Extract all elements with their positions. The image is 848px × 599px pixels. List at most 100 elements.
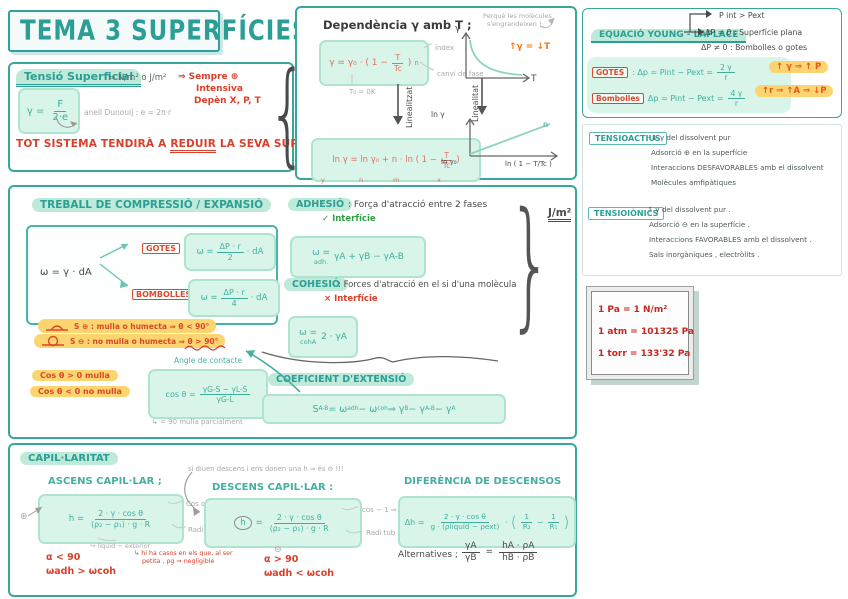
tensioactius-line-4: Molècules amfipàtiques bbox=[651, 178, 736, 187]
frac-num: ΔP · r bbox=[220, 288, 248, 299]
ascens-small-note-2: petita , ρg ⇒ negligible bbox=[142, 558, 215, 565]
fraction: 2 · γ · cos θ g · (ρlíquid − ρext) bbox=[428, 512, 503, 532]
paren-open: ( bbox=[510, 513, 517, 531]
formula-part: ⇒ γ bbox=[387, 403, 405, 415]
formula-subscript: adh. bbox=[313, 257, 329, 266]
linearized-formula: ln γ = ln γ₀ + n · ln ( 1 − T Tc ) bbox=[311, 138, 481, 182]
formula-part: − γ bbox=[434, 403, 452, 415]
formula-subscript: cohA bbox=[300, 337, 317, 346]
equals-sign: = bbox=[485, 547, 494, 558]
tensioactius-label: TENSIOACTIUS bbox=[589, 132, 667, 145]
formula-lhs: ω = bbox=[312, 247, 331, 258]
formula-exponent: n bbox=[414, 59, 419, 67]
cos-positive-label: Cos θ > 0 mulla bbox=[32, 370, 118, 381]
graph2-ylabel: ln γ bbox=[431, 110, 445, 119]
unit-line-3: 1 torr = 133'32 Pa bbox=[598, 349, 691, 359]
graph1-note-line2: s'engrandeixen ! bbox=[487, 20, 542, 28]
frac-den: g · (ρlíquid − ρext) bbox=[430, 521, 500, 531]
descens-radi-note: Radi tub bbox=[366, 529, 396, 537]
cos-negative-label: Cos θ < 0 no mulla bbox=[30, 386, 130, 397]
formula-lhs: γ = bbox=[26, 105, 45, 117]
gotes-label: GOTES bbox=[142, 243, 181, 254]
frac-den: hB · ρB bbox=[502, 552, 535, 563]
bombolles-row: Bombolles Δp = Pint − Pext = 4 γ r bbox=[592, 89, 786, 108]
frac-den: R₁ bbox=[549, 521, 558, 531]
formula-subscript: A bbox=[451, 406, 456, 412]
dependencia-heading: Dependència γ amb T ; bbox=[323, 18, 472, 32]
omega-with-sub: ω = cohA bbox=[299, 328, 317, 346]
fraction: ΔP · r 4 bbox=[220, 288, 248, 308]
frac-num: 2 γ bbox=[717, 63, 735, 73]
diferencia-formula: Δh = 2 · γ · cos θ g · (ρlíquid − ρext) … bbox=[398, 496, 576, 548]
young-note-3: ΔP ≠ 0 : Bombolles o gotes bbox=[701, 43, 808, 52]
frac-den: 2·e bbox=[52, 111, 69, 123]
formula-part: − γ bbox=[408, 403, 426, 415]
frac-num: 1 bbox=[521, 512, 533, 523]
ascens-small-note-1: ↳ hi ha casos en els que, al ser bbox=[134, 550, 233, 557]
formula-subscript: adh bbox=[347, 406, 359, 412]
frac-den: (ρ₂ − ρ₁) · g · R bbox=[91, 519, 151, 529]
tensio-heading: Tensió Superficial bbox=[16, 69, 142, 87]
note-t0: T₀ = 0K bbox=[349, 88, 376, 96]
cohesio-interficie: × Interfície bbox=[324, 294, 378, 304]
formula-suffix: · dA bbox=[250, 293, 268, 303]
graph1-ylabel: γ bbox=[455, 24, 461, 34]
formula-suffix: · dA bbox=[246, 247, 264, 257]
young-heading: EQUACIÓ YOUNG - LAPLACE bbox=[591, 29, 747, 43]
units-box: 1 Pa = 1 N/m² 1 atm = 101325 Pa 1 torr =… bbox=[586, 286, 694, 380]
tensio-prop-2: Intensiva bbox=[196, 84, 243, 94]
dependencia-formula: γ = γ₀ · ( 1 − T Tc ) n bbox=[319, 40, 429, 86]
adhesio-desc: : Força d'atracció entre 2 fases bbox=[348, 200, 488, 210]
omega-with-sub: ω = adh. bbox=[312, 247, 331, 266]
frac-den: R₂ bbox=[522, 521, 531, 531]
formula-subscript: coh bbox=[377, 406, 388, 412]
formula-lhs: ω = bbox=[196, 247, 214, 257]
formula-pre: γ = γ₀ · ( 1 − bbox=[329, 58, 388, 68]
wetting-row-1: S ⊕ : mulla o humecta ⇒ θ < 90° bbox=[38, 319, 217, 333]
bombolles-label: BOMBOLLES bbox=[132, 289, 196, 300]
tensioactius-line-3: Interaccions DESFAVORABLES amb el dissol… bbox=[651, 163, 824, 172]
brace-left-glyph: { bbox=[268, 49, 308, 179]
page-title: TEMA 3 SUPERFÍCIES bbox=[20, 15, 310, 47]
formula-post: ) bbox=[456, 155, 460, 165]
tensioactius-box: TENSIOACTIUS · ↓ γ del dissolvent pur Ad… bbox=[582, 124, 842, 276]
cohesio-desc: : Forces d'atracció en el si d'una molèc… bbox=[338, 280, 517, 290]
treball-inner-box: ω = γ · dA GOTES ω = ΔP · r 2 · dA BOMBO… bbox=[26, 225, 280, 325]
frac-den: γB bbox=[465, 552, 477, 563]
tensioionics-line-4: Sals inorgàniques , electròlits . bbox=[649, 250, 760, 259]
ascens-heading: ASCENS CAPIL·LAR ; bbox=[48, 476, 162, 487]
formula-rhs: 2 · γA bbox=[321, 332, 347, 342]
bombolles-equation: Δp = Pint − Pext = bbox=[647, 93, 724, 103]
fraction: 2 · γ · cos θ (ρ₂ − ρ₁) · g · R bbox=[88, 509, 153, 529]
underbrace-label-y: y bbox=[321, 176, 325, 184]
fraction: γA γB bbox=[462, 541, 480, 564]
young-equation-cos: cos θ = γG-S − γL-S γG-L bbox=[148, 369, 268, 419]
descens-cos-note: cos − 1 ⇒ en Hg bbox=[362, 506, 420, 514]
bombolles-work-formula: ω = ΔP · r 4 · dA bbox=[188, 279, 280, 317]
treball-base-formula: ω = γ · dA bbox=[40, 267, 92, 278]
frac-num: 2 · γ · cos θ bbox=[95, 509, 147, 520]
fraction: T Tc bbox=[440, 151, 453, 170]
dependencia-box: Dependència γ amb T ; γ = γ₀ · ( 1 − T T… bbox=[295, 6, 577, 184]
nonwetting-row: S ⊖ : no mulla o humecta ⇒ θ > 90° bbox=[34, 334, 226, 348]
ascens-plus-sign: ⊕ bbox=[20, 512, 28, 522]
fraction: ΔP · r 2 bbox=[216, 242, 244, 262]
young-note-1: P int > Pext bbox=[719, 11, 765, 20]
underbrace-label-n: n bbox=[359, 176, 364, 184]
nonwetting-row-text: S ⊖ : no mulla o humecta ⇒ θ > 90° bbox=[70, 336, 219, 346]
adhesio-formula: ω = adh. γA + γB − γA-B bbox=[290, 236, 426, 278]
minus-sign: − bbox=[536, 517, 544, 527]
young-laplace-box: EQUACIÓ YOUNG - LAPLACE P int > Pext ΔP … bbox=[582, 8, 842, 118]
coeficient-heading: COEFICIENT D'EXTENSIÓ bbox=[268, 373, 415, 386]
ascens-cos-note: Cos α bbox=[186, 500, 206, 508]
descens-condition-2: ωadh < ωcoh bbox=[264, 568, 334, 579]
formula-rhs: γA + γB − γA-B bbox=[334, 252, 404, 262]
capillaritat-box: CAPIL·LARITAT ASCENS CAPIL·LAR ; h = 2 ·… bbox=[8, 443, 577, 597]
frac-den: r bbox=[724, 72, 728, 82]
young-note-2: ΔP = 0 : Superfície plana bbox=[705, 28, 803, 37]
graph1-relation: ↑γ = ↓T bbox=[509, 42, 551, 52]
circled-h: h bbox=[234, 516, 252, 530]
frac-num: 4 γ bbox=[727, 89, 746, 99]
jm2-units: J/m² bbox=[548, 207, 572, 222]
descens-heading: DESCENS CAPIL·LAR : bbox=[212, 482, 334, 493]
